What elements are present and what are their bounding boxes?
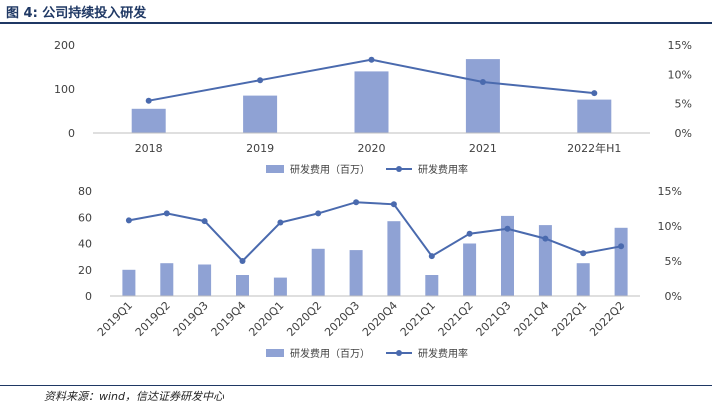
rate-point-2019Q4: [239, 258, 246, 264]
rate-point-2020: [368, 56, 375, 63]
bar-2020Q2: [311, 248, 325, 297]
y-left-tick-label: 0: [85, 290, 92, 303]
bar-2022Q1: [576, 263, 590, 296]
x-tick-label: 2019Q1: [95, 299, 135, 339]
x-tick-label: 2021Q3: [474, 299, 514, 339]
legend-bar-label: 研发费用（百万）: [290, 347, 370, 360]
y-right-tick-label: 15%: [668, 39, 692, 52]
legend-bar-label: 研发费用（百万）: [290, 163, 370, 176]
bar-2021Q3: [501, 215, 514, 296]
rate-point-2022Q2: [618, 243, 625, 250]
legend-bar-swatch: [266, 349, 284, 357]
x-tick-label: 2020Q1: [246, 299, 286, 339]
rate-point-2021Q4: [542, 235, 549, 242]
y-right-tick-label: 0%: [665, 290, 682, 303]
y-left-tick-label: 40: [78, 238, 92, 251]
x-tick-label: 2022Q2: [587, 299, 627, 339]
bar-2020Q3: [349, 250, 363, 296]
x-tick-label: 2019Q2: [133, 299, 173, 339]
rate-point-2022Q1: [580, 250, 587, 257]
bar-2020Q1: [273, 277, 287, 296]
rate-point-2020Q3: [353, 199, 360, 206]
y-left-tick-label: 60: [78, 211, 92, 224]
y-left-tick-label: 100: [54, 83, 75, 96]
rate-point-2021Q1: [428, 253, 435, 260]
x-tick-label: 2018: [135, 142, 163, 155]
rate-point-2021: [479, 79, 486, 85]
x-tick-label: 2022Q1: [549, 299, 589, 339]
x-tick-label: 2021Q2: [436, 299, 476, 339]
rate-point-2020Q2: [315, 210, 322, 217]
y-right-tick-label: 10%: [658, 220, 682, 233]
bar-2021: [465, 59, 500, 133]
bar-2019Q3: [198, 264, 212, 296]
y-right-tick-label: 5%: [665, 255, 682, 268]
bar-2021Q4: [538, 225, 552, 296]
rate-point-2018: [145, 97, 152, 104]
bar-2019Q4: [236, 275, 249, 296]
figure-title: 图 4: 公司持续投入研发: [6, 6, 147, 21]
y-left-tick-label: 20: [78, 264, 92, 277]
bar-2022年H1: [577, 99, 612, 133]
x-tick-label: 2020Q3: [322, 299, 362, 339]
rate-point-2019Q3: [201, 218, 208, 225]
bar-2021Q2: [463, 243, 477, 296]
rate-line: [128, 201, 622, 263]
bar-2019Q1: [122, 269, 136, 297]
bar-2019: [243, 95, 278, 133]
legend-line-label: 研发费用率: [418, 347, 468, 360]
y-left-tick-label: 0: [68, 127, 75, 140]
rate-point-2020Q1: [277, 219, 284, 226]
y-left-tick-label: 80: [78, 185, 92, 198]
x-tick-label: 2020Q4: [360, 299, 400, 339]
rate-point-2019: [257, 77, 264, 84]
x-tick-label: 2021Q4: [511, 299, 551, 339]
y-left-tick-label: 200: [54, 39, 75, 52]
legend-line-label: 研发费用率: [418, 163, 468, 176]
rate-point-2020Q4: [390, 201, 397, 208]
x-tick-label: 2021: [469, 142, 497, 155]
x-tick-label: 2020Q2: [284, 299, 324, 339]
x-tick-label: 2019Q4: [209, 299, 249, 339]
rate-point-2021Q3: [504, 225, 511, 232]
x-tick-label: 2022年H1: [567, 141, 621, 155]
rate-point-2019Q1: [125, 217, 132, 224]
x-tick-label: 2020: [358, 142, 386, 155]
rate-point-2022年H1: [591, 90, 598, 97]
bar-2020Q4: [387, 221, 401, 296]
bar-2019Q2: [160, 263, 174, 296]
source-note: 资料来源：wind，信达证券研发中心: [44, 390, 225, 403]
legend-line-marker: [396, 166, 402, 172]
source-divider: [0, 385, 712, 386]
bar-2022Q2: [614, 227, 628, 297]
x-tick-label: 2019Q3: [171, 299, 211, 339]
y-right-tick-label: 10%: [668, 68, 692, 81]
legend-line-marker: [396, 350, 402, 356]
y-right-tick-label: 15%: [658, 185, 682, 198]
bar-2020: [354, 71, 389, 133]
rate-point-2021Q2: [466, 230, 473, 237]
legend-bar-swatch: [266, 165, 284, 173]
title-divider: [0, 22, 712, 24]
y-right-tick-label: 0%: [675, 127, 692, 140]
y-right-tick-label: 5%: [675, 98, 692, 111]
rate-point-2019Q2: [163, 210, 170, 217]
x-tick-label: 2021Q1: [398, 299, 438, 339]
bar-2021Q1: [425, 275, 439, 296]
x-tick-label: 2019: [246, 142, 274, 155]
bar-2018: [131, 108, 166, 133]
